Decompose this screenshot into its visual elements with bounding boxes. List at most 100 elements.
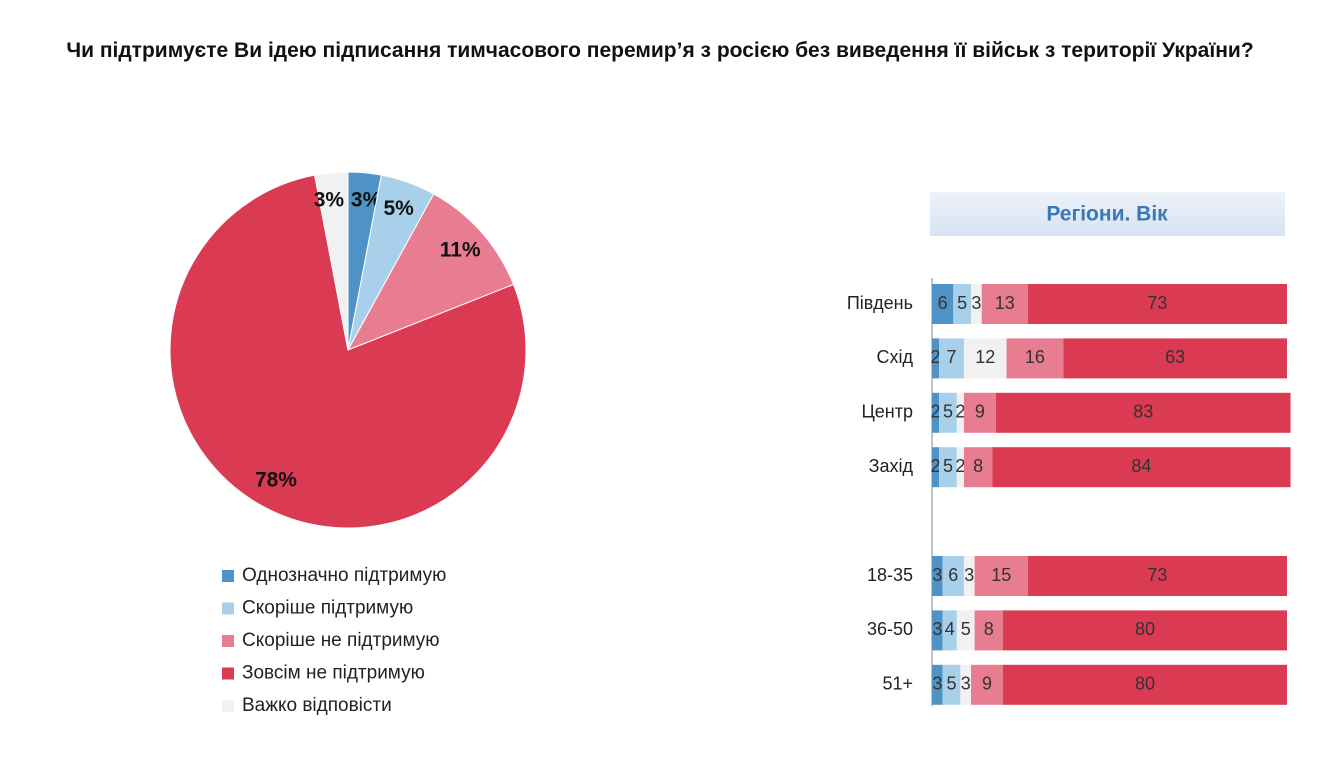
bar-segment	[971, 664, 1003, 705]
bar-segment	[963, 392, 996, 433]
legend-swatch	[222, 570, 234, 582]
slice-label: 3%	[314, 189, 345, 212]
bar-value-label: 3	[932, 674, 942, 694]
bar-value-label: 13	[995, 293, 1015, 313]
bar-value-label: 3	[932, 619, 942, 639]
bar-segment	[956, 610, 975, 651]
legend-label: Однозначно підтримую	[242, 565, 446, 586]
bar-value-label: 3	[964, 565, 974, 585]
bar-value-label: 73	[1147, 565, 1167, 585]
category-label: Південь	[847, 293, 913, 313]
legend-swatch	[222, 635, 234, 647]
bar-segment	[1027, 556, 1287, 596]
bar-segment	[963, 338, 1007, 379]
bar-value-label: 2	[931, 456, 941, 476]
bar-segment	[1003, 664, 1287, 705]
slice-label: 3%	[351, 189, 382, 212]
bar-value-label: 73	[1147, 293, 1167, 313]
legend-swatch	[222, 602, 234, 615]
bar-segment	[932, 447, 940, 488]
bar-segment	[963, 556, 975, 596]
bar-value-label: 80	[1135, 674, 1155, 694]
bar-segment	[942, 556, 964, 596]
bar-value-label: 2	[955, 456, 965, 476]
bar-segment	[932, 664, 943, 705]
bar-value-label: 5	[957, 293, 967, 313]
bar-segment	[974, 610, 1003, 651]
bar-value-label: 2	[931, 347, 941, 367]
bar-segment	[932, 338, 940, 379]
bar-segment	[1063, 338, 1287, 379]
bar-value-label: 2	[931, 402, 941, 422]
category-label: 51+	[882, 674, 913, 694]
bar-segment	[932, 284, 954, 324]
bar-value-label: 6	[948, 565, 958, 585]
category-label: Центр	[861, 402, 913, 422]
bar-segment	[932, 610, 943, 651]
bar-value-label: 84	[1131, 456, 1151, 476]
bar-value-label: 80	[1135, 619, 1155, 639]
bar-segment	[942, 664, 961, 705]
slice-label: 11%	[440, 239, 481, 262]
bar-segment	[963, 447, 993, 488]
bar-value-label: 9	[975, 402, 985, 422]
legend-label: Скоріше підтримую	[242, 598, 413, 619]
legend-swatch	[222, 667, 234, 680]
bar-value-label: 5	[943, 402, 953, 422]
bar-value-label: 12	[975, 347, 995, 367]
bar-value-label: 16	[1025, 347, 1045, 367]
bar-value-label: 8	[984, 619, 994, 639]
category-label: 18-35	[867, 565, 913, 585]
bar-segment	[939, 447, 957, 488]
bar-segment	[1027, 284, 1287, 324]
pie-slice	[169, 174, 527, 529]
bar-segment	[939, 338, 964, 379]
bar-segment	[939, 392, 957, 433]
bar-segment	[974, 556, 1028, 596]
bar-value-label: 3	[932, 565, 942, 585]
bar-segment	[942, 610, 957, 651]
legend-swatch	[222, 700, 234, 712]
bar-segment	[971, 284, 982, 324]
category-label: Захід	[869, 456, 914, 476]
bar-segment	[995, 392, 1291, 433]
pie-slice	[314, 171, 349, 351]
legend-label: Зовсім не підтримую	[242, 663, 425, 684]
bar-value-label: 3	[961, 674, 971, 694]
bar-value-label: 4	[945, 619, 955, 639]
category-label: Схід	[876, 347, 913, 367]
bar-value-label: 2	[955, 402, 965, 422]
slice-label: 5%	[383, 197, 414, 220]
bar-value-label: 5	[943, 456, 953, 476]
bar-value-label: 5	[961, 619, 971, 639]
bar-segment	[992, 447, 1291, 488]
bar-segment	[981, 284, 1028, 324]
panel-title: Регіони. Вік	[1046, 203, 1168, 226]
bar-value-label: 8	[973, 456, 983, 476]
slice-label: 78%	[255, 469, 297, 492]
bar-segment	[1006, 338, 1064, 379]
chart-title: Чи підтримуєте Ви ідею підписання тимчас…	[66, 39, 1254, 62]
bar-value-label: 7	[947, 347, 957, 367]
bar-value-label: 9	[982, 674, 992, 694]
pie-slice	[346, 193, 515, 351]
legend-label: Скоріше не підтримую	[242, 630, 440, 651]
category-label: 36-50	[867, 619, 913, 639]
bar-value-label: 15	[991, 565, 1011, 585]
bar-segment	[953, 284, 972, 324]
bar-value-label: 6	[938, 293, 948, 313]
legend-label: Важко відповісти	[242, 695, 392, 716]
bar-segment	[932, 392, 940, 433]
bar-value-label: 63	[1165, 347, 1185, 367]
panel-header	[930, 192, 1285, 236]
bar-segment	[960, 664, 972, 705]
bar-segment	[956, 447, 964, 488]
bar-segment	[956, 392, 964, 433]
bar-value-label: 3	[971, 293, 981, 313]
bar-value-label: 5	[947, 674, 957, 694]
bar-segment	[1003, 610, 1287, 651]
bar-segment	[932, 556, 943, 596]
bar-value-label: 83	[1133, 402, 1153, 422]
